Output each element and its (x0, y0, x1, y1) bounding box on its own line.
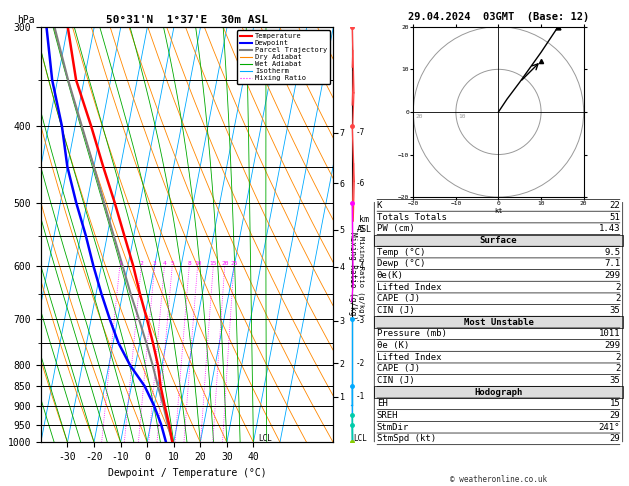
Text: 9.5: 9.5 (604, 247, 620, 257)
Text: 20: 20 (415, 114, 423, 119)
Text: hPa: hPa (18, 15, 35, 25)
Text: 25: 25 (230, 261, 238, 266)
Text: 20: 20 (221, 261, 228, 266)
Text: 1: 1 (118, 261, 121, 266)
X-axis label: Dewpoint / Temperature (°C): Dewpoint / Temperature (°C) (108, 468, 267, 478)
Text: 5: 5 (170, 261, 174, 266)
Text: 241°: 241° (599, 423, 620, 432)
Text: 1.43: 1.43 (599, 224, 620, 233)
Text: 51: 51 (610, 212, 620, 222)
Text: 29: 29 (610, 434, 620, 443)
Text: 299: 299 (604, 341, 620, 350)
Text: Mixing Ratio (g/kg): Mixing Ratio (g/kg) (348, 232, 357, 320)
Text: 29.04.2024  03GMT  (Base: 12): 29.04.2024 03GMT (Base: 12) (408, 12, 589, 22)
Text: CAPE (J): CAPE (J) (377, 294, 420, 303)
Text: 15: 15 (610, 399, 620, 408)
Text: -2: -2 (356, 359, 365, 367)
Text: StmDir: StmDir (377, 423, 409, 432)
Text: Totals Totals: Totals Totals (377, 212, 447, 222)
Text: 35: 35 (610, 376, 620, 385)
Text: -4: -4 (356, 262, 365, 271)
Text: 1011: 1011 (599, 330, 620, 338)
Text: Mixing Ratio (g/kg): Mixing Ratio (g/kg) (359, 236, 365, 316)
Text: 2: 2 (615, 364, 620, 373)
X-axis label: kt: kt (494, 208, 503, 214)
Text: Dewp (°C): Dewp (°C) (377, 259, 425, 268)
Text: Surface: Surface (480, 236, 517, 245)
Text: EH: EH (377, 399, 387, 408)
Text: 15: 15 (209, 261, 217, 266)
Text: Pressure (mb): Pressure (mb) (377, 330, 447, 338)
Text: -3: -3 (356, 316, 365, 325)
Text: 2: 2 (140, 261, 143, 266)
Text: 2: 2 (615, 282, 620, 292)
Y-axis label: km
ASL: km ASL (357, 215, 372, 235)
Text: 10: 10 (194, 261, 201, 266)
Text: SREH: SREH (377, 411, 398, 420)
Text: 2: 2 (615, 353, 620, 362)
Text: 4: 4 (162, 261, 166, 266)
Text: LCL: LCL (258, 434, 272, 443)
Text: CIN (J): CIN (J) (377, 306, 415, 315)
Text: 10: 10 (458, 114, 465, 119)
Text: θe(K): θe(K) (377, 271, 404, 280)
Text: 299: 299 (604, 271, 620, 280)
Text: CAPE (J): CAPE (J) (377, 364, 420, 373)
Text: -1: -1 (356, 393, 365, 401)
Text: Most Unstable: Most Unstable (464, 318, 533, 327)
Text: 7.1: 7.1 (604, 259, 620, 268)
Text: -6: -6 (356, 179, 365, 188)
Text: CIN (J): CIN (J) (377, 376, 415, 385)
Text: StmSpd (kt): StmSpd (kt) (377, 434, 436, 443)
Text: 3: 3 (153, 261, 157, 266)
Legend: Temperature, Dewpoint, Parcel Trajectory, Dry Adiabat, Wet Adiabat, Isotherm, Mi: Temperature, Dewpoint, Parcel Trajectory… (237, 30, 330, 84)
Text: 29: 29 (610, 411, 620, 420)
Text: Lifted Index: Lifted Index (377, 353, 442, 362)
Text: Lifted Index: Lifted Index (377, 282, 442, 292)
Text: 2: 2 (615, 294, 620, 303)
Text: © weatheronline.co.uk: © weatheronline.co.uk (450, 474, 547, 484)
Title: 50°31'N  1°37'E  30m ASL: 50°31'N 1°37'E 30m ASL (106, 15, 268, 25)
Text: LCL: LCL (353, 434, 367, 443)
Text: θe (K): θe (K) (377, 341, 409, 350)
Text: Temp (°C): Temp (°C) (377, 247, 425, 257)
Text: PW (cm): PW (cm) (377, 224, 415, 233)
Text: Hodograph: Hodograph (474, 388, 523, 397)
Text: -5: -5 (356, 225, 365, 234)
Text: -7: -7 (356, 128, 365, 138)
Text: 8: 8 (187, 261, 191, 266)
Text: 22: 22 (610, 201, 620, 210)
Text: K: K (377, 201, 382, 210)
Text: 35: 35 (610, 306, 620, 315)
